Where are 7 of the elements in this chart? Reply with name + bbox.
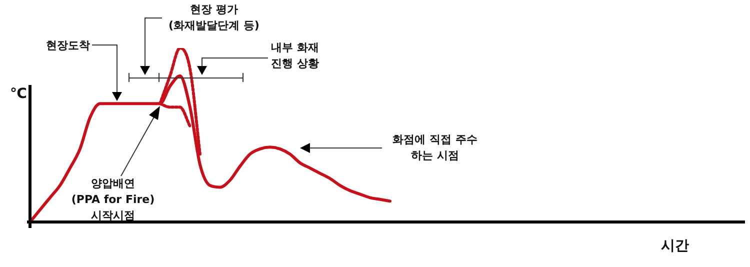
annotation: 내부 화재 진행 상황 xyxy=(271,40,319,72)
x-axis-title: 시간 xyxy=(661,237,689,255)
annotation: 양압배연 (PPA for Fire) 시작시점 xyxy=(71,176,155,224)
y-axis-title: ℃ xyxy=(10,86,27,102)
annotation: 현장도착 xyxy=(46,38,90,54)
annotation: 화점에 직접 주수 하는 시점 xyxy=(392,132,478,164)
text: 현장 평가 (화재발달단계 등) xyxy=(168,2,260,34)
